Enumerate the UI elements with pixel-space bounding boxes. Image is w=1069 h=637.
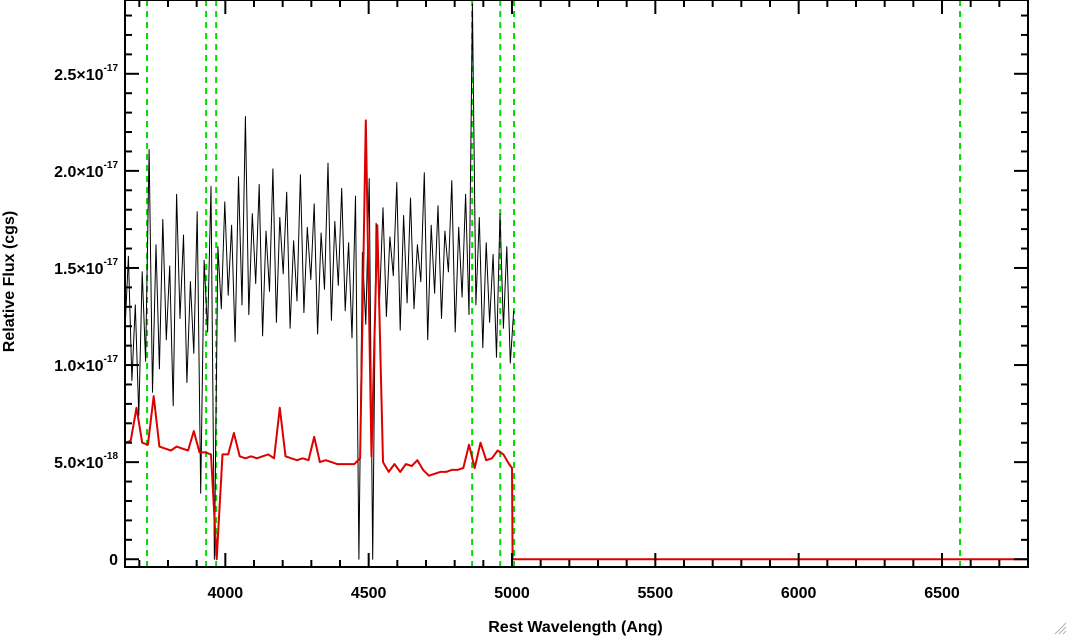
series-layer [124, 3, 1028, 561]
resize-grip-icon[interactable] [1054, 622, 1067, 635]
x-tick-label: 4500 [351, 585, 387, 602]
y-axis-title: Relative Flux (cgs) [1, 211, 18, 352]
y-tick-label: 5.0×10-18 [54, 451, 118, 472]
x-tick-label: 4000 [208, 585, 244, 602]
y-tick-label: 2.5×10-17 [54, 63, 118, 84]
x-tick-label: 6500 [924, 585, 960, 602]
y-tick-labels: 0 5.0×10-18 1.0×10-17 1.5×10-17 2.0×10-17 2.5… [54, 63, 118, 569]
plot-frame [124, 0, 1029, 568]
x-tick-label: 5500 [638, 585, 674, 602]
ticks-layer [125, 0, 1029, 567]
x-axis-title: Rest Wavelength (Ang) [488, 619, 663, 636]
y-tick-label: 1.5×10-17 [54, 257, 118, 278]
model-spectrum-line [124, 119, 1028, 561]
y-tick-label: 0 [109, 552, 118, 569]
observed-spectrum-line [124, 3, 515, 560]
x-tick-label: 6000 [781, 585, 817, 602]
y-tick-label: 2.0×10-17 [54, 160, 118, 181]
x-tick-label: 5000 [494, 585, 530, 602]
x-tick-labels: 4000 4500 5000 5500 6000 6500 [208, 585, 960, 602]
y-tick-label: 1.0×10-17 [54, 354, 118, 375]
